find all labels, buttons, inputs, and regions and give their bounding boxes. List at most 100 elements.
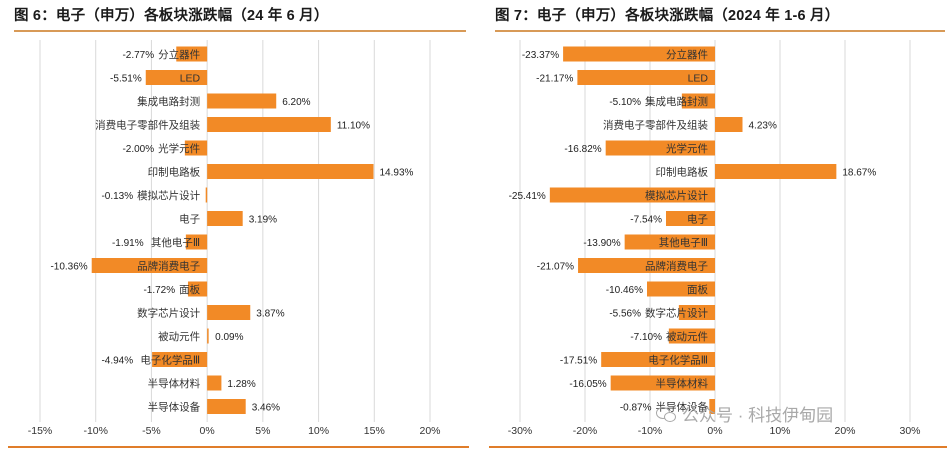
x-tick-label: 10% <box>769 425 790 437</box>
value-label: -10.46% <box>606 285 643 296</box>
wechat-icon <box>656 406 676 422</box>
bar <box>578 258 715 273</box>
bar <box>145 70 208 85</box>
value-label: -21.07% <box>537 262 574 273</box>
value-label: -1.91% <box>112 238 144 249</box>
category-label: 分立器件 <box>666 48 708 61</box>
value-label: 4.23% <box>748 121 776 132</box>
category-label: LED <box>180 73 201 85</box>
value-label: -16.82% <box>564 144 601 155</box>
bar-chart-ytd: -30% -20% -10% 0% 10% 20% 30% 分立器件 -23.37% LED -21… <box>508 40 921 437</box>
bar <box>668 328 715 344</box>
x-tick-label: 0% <box>707 425 722 437</box>
x-tick-label: 0% <box>200 425 215 437</box>
category-label: 被动元件 <box>158 330 200 343</box>
bar <box>563 46 715 62</box>
category-label: 模拟芯片设计 <box>137 189 200 202</box>
category-label: 电子化学品Ⅲ <box>140 354 200 367</box>
category-label: 面板 <box>687 283 708 296</box>
bar <box>665 211 715 226</box>
bar <box>678 305 715 320</box>
category-label: 消费电子零部件及组装 <box>95 119 200 132</box>
value-label: -25.41% <box>509 191 546 202</box>
bar <box>187 281 208 297</box>
bottom-divider <box>489 446 947 448</box>
category-label: 品牌消费电子 <box>137 260 200 273</box>
category-label: 数字芯片设计 <box>137 307 200 320</box>
category-label: 光学元件 <box>158 142 200 155</box>
category-label: 其他电子Ⅲ <box>659 236 708 249</box>
value-label: 0.09% <box>215 332 243 343</box>
category-label: 电子化学品Ⅲ <box>648 354 708 367</box>
value-label: 1.28% <box>227 379 255 390</box>
category-label: 半导体材料 <box>656 377 709 390</box>
x-tick-label: -10% <box>83 425 108 437</box>
x-tick-label: -30% <box>508 425 533 437</box>
value-label: -2.00% <box>122 144 154 155</box>
value-label: -17.51% <box>560 356 597 367</box>
chart-panel-june: 图 6：电子（申万）各板块涨跌幅（24 年 6 月） -15% -10% -5% 0%… <box>8 8 469 448</box>
value-label: -7.10% <box>630 332 662 343</box>
bar <box>605 140 715 156</box>
category-label: 印制电路板 <box>148 166 201 179</box>
bar <box>184 140 208 156</box>
bar <box>207 211 243 226</box>
bar <box>601 352 715 367</box>
category-label: 消费电子零部件及组装 <box>603 119 708 132</box>
x-tick-label: 5% <box>255 425 270 437</box>
bar <box>715 164 837 179</box>
value-label: 14.93% <box>380 168 414 179</box>
category-label: 电子 <box>179 213 200 226</box>
x-tick-label: -5% <box>142 425 161 437</box>
value-label: -0.13% <box>101 191 133 202</box>
bar-chart-june: -15% -10% -5% 0% 5% 10% 15% 20% 分立器件 -2.77% LED -5.… <box>28 40 441 437</box>
chart-title: 图 6：电子（申万）各板块涨跌幅（24 年 6 月） <box>14 8 329 24</box>
bar <box>91 258 208 273</box>
bottom-divider <box>8 446 469 448</box>
category-label: 半导体设备 <box>148 401 201 414</box>
bar <box>681 93 715 109</box>
bar <box>709 399 715 414</box>
value-label: 18.67% <box>842 168 876 179</box>
bar <box>624 234 715 250</box>
watermark: 公众号 · 科技伊甸园 <box>656 401 833 426</box>
value-label: -13.90% <box>583 238 620 249</box>
category-label: 数字芯片设计 <box>645 307 708 320</box>
bar <box>207 399 246 414</box>
bar <box>207 164 374 179</box>
category-label: LED <box>688 73 709 85</box>
value-label: -4.94% <box>101 356 133 367</box>
bar <box>207 328 209 344</box>
watermark-text: 公众号 · 科技伊甸园 <box>682 406 834 425</box>
category-label: 其他电子Ⅲ <box>151 236 200 249</box>
category-label: 分立器件 <box>158 48 200 61</box>
value-label: -21.17% <box>536 74 573 85</box>
bar <box>577 70 715 85</box>
value-label: -5.51% <box>110 74 142 85</box>
bar <box>207 93 277 109</box>
x-tick-label: 30% <box>899 425 920 437</box>
category-label: 集成电路封测 <box>137 95 200 108</box>
value-label: -2.77% <box>122 50 154 61</box>
title-divider <box>14 30 466 32</box>
value-label: -7.54% <box>630 215 662 226</box>
x-tick-label: 15% <box>364 425 385 437</box>
bar <box>207 375 222 391</box>
bar <box>549 187 715 203</box>
bar <box>185 234 208 250</box>
x-tick-label: 10% <box>308 425 329 437</box>
bar <box>207 117 331 132</box>
value-label: -0.87% <box>620 403 652 414</box>
value-label: -5.10% <box>609 97 641 108</box>
value-label: 3.87% <box>256 309 284 320</box>
value-label: 3.46% <box>252 403 280 414</box>
category-label: 被动元件 <box>666 330 708 343</box>
value-label: -16.05% <box>569 379 606 390</box>
category-label: 面板 <box>179 283 200 296</box>
x-tick-label: -15% <box>28 425 53 437</box>
value-label: -23.37% <box>522 50 559 61</box>
value-label: -10.36% <box>50 262 87 273</box>
x-tick-label: -20% <box>573 425 598 437</box>
bar <box>715 117 743 132</box>
category-label: 电子 <box>687 213 708 226</box>
